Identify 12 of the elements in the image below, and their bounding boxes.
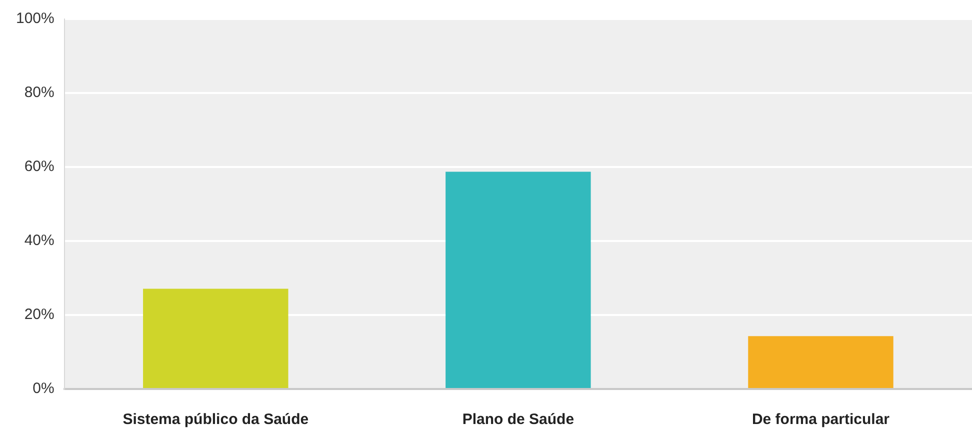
y-tick-label: 20%: [24, 306, 54, 324]
x-tick-label: De forma particular: [752, 411, 890, 428]
y-tick-label: 100%: [16, 10, 54, 28]
y-tick-label: 40%: [24, 232, 54, 250]
bar: [143, 288, 288, 388]
y-tick-label: 60%: [24, 158, 54, 176]
x-tick-label: Plano de Saúde: [462, 411, 574, 428]
y-tick-label: 80%: [24, 84, 54, 102]
x-tick-label: Sistema público da Saúde: [122, 411, 309, 428]
y-tick-label: 0%: [32, 380, 54, 398]
bar: [748, 336, 894, 388]
bar: [446, 172, 591, 388]
